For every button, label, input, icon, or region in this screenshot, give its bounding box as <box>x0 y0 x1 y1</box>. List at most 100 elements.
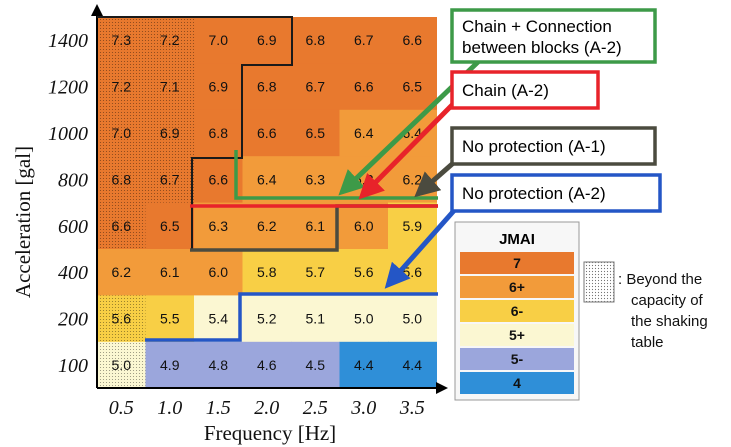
y-tick-label: 600 <box>58 216 88 238</box>
heatmap-cell-value: 5.0 <box>403 311 423 327</box>
heatmap-cell <box>242 109 292 157</box>
heatmap-cell-value: 6.5 <box>160 218 180 234</box>
heatmap-cells <box>97 17 437 389</box>
heatmap-cell-value: 5.5 <box>160 311 180 327</box>
jmai-legend-swatch <box>460 300 574 322</box>
heatmap-cell-value: 4.6 <box>257 357 277 373</box>
heatmap-cell <box>242 249 292 296</box>
jmai-legend-swatch <box>460 372 574 394</box>
beyond-capacity-overlay <box>145 17 195 64</box>
heatmap-cell <box>242 341 292 389</box>
x-axis-arrowhead <box>436 382 448 394</box>
heatmap-cell-value: 7.0 <box>112 125 132 141</box>
beyond-capacity-overlay <box>97 295 146 343</box>
callout-chain: Chain (A-2) <box>450 70 600 110</box>
heatmap-cell <box>339 249 389 296</box>
heatmap-cell <box>291 202 340 250</box>
x-tick-label: 2.5 <box>303 397 328 419</box>
heatmap-cell <box>388 341 437 389</box>
x-tick-label: 1.0 <box>157 397 182 419</box>
x-tick-label: 3.0 <box>350 397 376 419</box>
heatmap-cell-value: 7.2 <box>160 32 180 48</box>
boundary-no-protection-a2 <box>145 292 438 342</box>
x-tick-labels: 0.5 1.0 1.5 2.0 2.5 3.0 3.5 <box>109 397 425 419</box>
heatmap-cell-value: 7.3 <box>112 32 132 48</box>
beyond-capacity-overlay <box>97 341 146 389</box>
beyond-capacity-line2: capacity of <box>631 292 704 309</box>
heatmap-cell-value: 6.0 <box>354 218 374 234</box>
heatmap-cell <box>242 202 292 250</box>
heatmap-cell-value: 6.6 <box>257 125 277 141</box>
heatmap-cell-value: 5.6 <box>354 264 374 280</box>
heatmap-cell-value: 6.6 <box>403 32 423 48</box>
heatmap-cell <box>291 295 340 343</box>
beyond-capacity-line4: table <box>631 334 664 351</box>
callout-arrow-chain <box>358 96 461 200</box>
heatmap-cell-value: 6.4 <box>257 171 277 187</box>
jmai-legend-title: JMAI <box>499 231 535 248</box>
heatmap-cell <box>291 63 340 111</box>
heatmap-cell-value: 6.2 <box>257 218 277 234</box>
y-tick-label: 100 <box>58 355 88 377</box>
callout-chain-connection: Chain + Connection between blocks (A-2) <box>450 8 657 64</box>
heatmap-cell-value: 6.9 <box>257 32 277 48</box>
heatmap-cell-value: 5.9 <box>403 218 423 234</box>
x-tick-label: 2.0 <box>254 397 279 419</box>
heatmap-cell <box>145 249 195 296</box>
heatmap-cell <box>194 341 243 389</box>
heatmap-cell <box>339 63 389 111</box>
callout-no-protection-a1: No protection (A-1) <box>450 126 657 166</box>
beyond-capacity-key: : Beyond the capacity of the shaking tab… <box>583 261 708 351</box>
heatmap-cell-value: 6.2 <box>403 171 423 187</box>
heatmap-cell-value: 6.6 <box>209 171 229 187</box>
beyond-capacity-overlay <box>97 63 146 111</box>
jmai-legend-swatch <box>460 252 574 274</box>
heatmap-cell-value: 5.1 <box>306 311 326 327</box>
heatmap-cell-value: 7.0 <box>209 32 229 48</box>
heatmap-cell-value: 6.8 <box>257 79 277 95</box>
heatmap-cell-value: 6.1 <box>306 218 326 234</box>
x-tick-label: 1.5 <box>206 397 231 419</box>
heatmap-cell <box>194 17 243 64</box>
callout-no-protection-a2: No protection (A-2) <box>450 173 662 213</box>
heatmap-cell <box>291 249 340 296</box>
heatmap-cell <box>97 249 146 296</box>
heatmap-cell <box>194 295 243 343</box>
heatmap-cell <box>291 341 340 389</box>
jmai-legend-swatch <box>460 276 574 298</box>
heatmap-cell-value: 7.2 <box>112 79 132 95</box>
heatmap-cell <box>291 17 340 64</box>
heatmap-cell <box>242 295 292 343</box>
beyond-capacity-swatch <box>583 261 615 303</box>
jmai-legend-label: 6+ <box>509 279 525 295</box>
x-axis-label: Frequency [Hz] <box>204 421 336 445</box>
y-tick-labels: 1400 1200 1000 800 600 400 200 100 <box>48 30 88 377</box>
heatmap-cell-value: 4.8 <box>209 357 229 373</box>
heatmap-cell <box>388 63 437 111</box>
heatmap-cell <box>339 341 389 389</box>
heatmap-cell-value: 6.3 <box>306 171 326 187</box>
heatmap-cell <box>145 295 195 343</box>
heatmap-cell-value: 6.8 <box>306 32 326 48</box>
heatmap-cell <box>339 17 389 64</box>
x-tick-label: 0.5 <box>109 397 134 419</box>
jmai-legend-swatch <box>460 348 574 370</box>
callout-no-protection-a1-label: No protection (A-1) <box>462 137 606 156</box>
heatmap-cell-value: 5.0 <box>112 357 132 373</box>
beyond-capacity-line1: : Beyond the <box>618 271 702 288</box>
beyond-capacity-overlay <box>145 109 195 157</box>
heatmap-cell-value: 6.9 <box>160 125 180 141</box>
heatmap-cell-value: 6.0 <box>209 264 229 280</box>
y-tick-label: 1200 <box>48 77 88 99</box>
jmai-legend-label: 5+ <box>509 327 525 343</box>
heatmap-cell <box>388 17 437 64</box>
heatmap-cell-value: 6.7 <box>160 171 180 187</box>
beyond-capacity-overlay <box>97 17 146 64</box>
jmai-legend-label: 5- <box>511 351 524 367</box>
y-tick-label: 200 <box>58 309 88 331</box>
heatmap-cell <box>388 295 437 343</box>
heatmap-cell <box>194 202 243 250</box>
heatmap-cell-value: 4.9 <box>160 357 180 373</box>
jmai-legend-label: 7 <box>513 255 521 271</box>
